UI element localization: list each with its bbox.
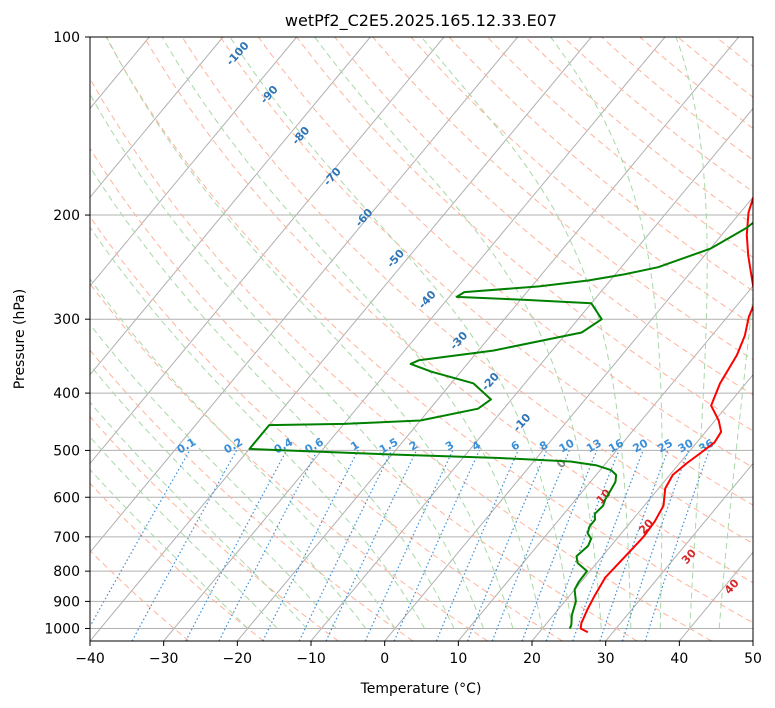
moist-adiabat-line bbox=[90, 226, 425, 629]
moist-adiabat-line bbox=[421, 37, 632, 629]
y-tick-label: 300 bbox=[53, 312, 80, 328]
dry-adiabat-line bbox=[448, 37, 753, 292]
mixing-ratio-line bbox=[435, 450, 519, 641]
mixing-ratio-line bbox=[545, 450, 620, 641]
x-tick-label: −40 bbox=[75, 651, 105, 667]
dry-adiabat-line bbox=[90, 215, 563, 641]
y-tick-label: 1000 bbox=[44, 621, 80, 637]
mixing-ratio-line bbox=[521, 450, 598, 641]
x-tick-label: 30 bbox=[597, 651, 615, 667]
moist-adiabat-line bbox=[90, 364, 337, 629]
dry-adiabat-line bbox=[143, 37, 753, 584]
mixing-ratio-line bbox=[131, 450, 238, 641]
dry-adiabat-line bbox=[219, 37, 753, 506]
isotherm-line bbox=[163, 37, 666, 641]
y-tick-label: 900 bbox=[53, 594, 80, 610]
isotherm-line bbox=[236, 37, 740, 641]
moist-adiabat-line bbox=[718, 292, 753, 629]
isotherm-line bbox=[90, 37, 298, 287]
dry-adiabat-line bbox=[372, 37, 753, 361]
temperature-profile-line bbox=[579, 195, 753, 634]
mixing-ratio-line bbox=[491, 450, 570, 641]
dry-adiabat-line bbox=[754, 37, 775, 641]
isotherm-line bbox=[90, 37, 445, 465]
dewpoint-profile-line bbox=[248, 221, 753, 629]
x-tick-label: 10 bbox=[449, 651, 467, 667]
plot-frame bbox=[89, 36, 754, 642]
mixing-ratio-line bbox=[621, 450, 689, 641]
moist-adiabat-line bbox=[314, 37, 602, 629]
x-tick-label: 50 bbox=[744, 651, 762, 667]
isotherm-line bbox=[90, 37, 371, 376]
y-tick-label: 100 bbox=[53, 30, 80, 46]
isotherm-line bbox=[90, 37, 592, 641]
mixing-ratio-line bbox=[466, 450, 548, 641]
mixing-ratio-line bbox=[599, 450, 669, 641]
dry-adiabat-line bbox=[410, 37, 753, 326]
isotherm-line bbox=[90, 37, 519, 554]
dry-adiabat-line bbox=[258, 37, 753, 469]
x-axis-label: Temperature (°C) bbox=[360, 681, 482, 697]
isotherm-line bbox=[0, 37, 2, 641]
dry-adiabat-line bbox=[90, 282, 488, 641]
mixing-ratio-line bbox=[572, 450, 644, 641]
moist-adiabat-line bbox=[90, 278, 396, 629]
x-tick-label: −20 bbox=[223, 651, 253, 667]
x-tick-label: −30 bbox=[149, 651, 179, 667]
chart-title: wetPf2_C2E5.2025.165.12.33.E07 bbox=[285, 11, 557, 31]
x-tick-label: 20 bbox=[523, 651, 541, 667]
y-tick-label: 400 bbox=[53, 386, 80, 402]
mixing-ratio-line bbox=[393, 450, 480, 641]
dry-adiabat-line bbox=[601, 37, 753, 161]
dry-adiabat-line bbox=[296, 37, 753, 432]
mixing-ratio-line bbox=[262, 450, 359, 641]
isotherm-line bbox=[457, 285, 753, 641]
x-tick-label: 40 bbox=[670, 651, 688, 667]
plot-background bbox=[90, 37, 753, 641]
dry-adiabat-line bbox=[105, 37, 753, 624]
moist-adiabat-line bbox=[106, 37, 514, 629]
dry-adiabat-line bbox=[334, 37, 753, 396]
y-axis-label: Pressure (hPa) bbox=[12, 289, 28, 389]
dry-adiabat-line bbox=[181, 37, 753, 544]
mixing-ratio-line bbox=[185, 450, 288, 641]
y-tick-label: 700 bbox=[53, 530, 80, 546]
mixing-ratio-line bbox=[90, 450, 191, 628]
isotherm-line bbox=[384, 196, 753, 641]
isotherm-line bbox=[605, 462, 753, 641]
moist-adiabat-line bbox=[161, 37, 543, 629]
y-tick-label: 500 bbox=[53, 443, 80, 459]
moist-adiabat-line bbox=[90, 93, 484, 629]
isotherm-line bbox=[752, 640, 753, 641]
isotherm-line bbox=[531, 373, 753, 641]
moist-adiabat-line bbox=[90, 436, 278, 629]
dry-adiabat-line bbox=[90, 415, 339, 641]
isotherm-line bbox=[90, 37, 224, 199]
dry-adiabat-line bbox=[90, 482, 264, 641]
y-tick-label: 200 bbox=[53, 208, 80, 224]
moist-adiabat-line bbox=[550, 37, 663, 629]
moist-adiabat-line bbox=[675, 37, 708, 629]
dry-adiabat-line bbox=[90, 77, 712, 641]
moist-adiabat-line bbox=[229, 37, 573, 629]
moist-adiabat-line bbox=[90, 401, 308, 629]
y-tick-label: 600 bbox=[53, 490, 80, 506]
moist-adiabat-line bbox=[90, 323, 366, 629]
x-tick-label: −10 bbox=[296, 651, 326, 667]
moist-adiabat-line bbox=[90, 165, 455, 629]
moist-adiabat-line bbox=[90, 468, 249, 629]
y-tick-label: 800 bbox=[53, 564, 80, 580]
x-tick-label: 0 bbox=[380, 651, 389, 667]
mixing-ratio-line bbox=[644, 450, 710, 641]
